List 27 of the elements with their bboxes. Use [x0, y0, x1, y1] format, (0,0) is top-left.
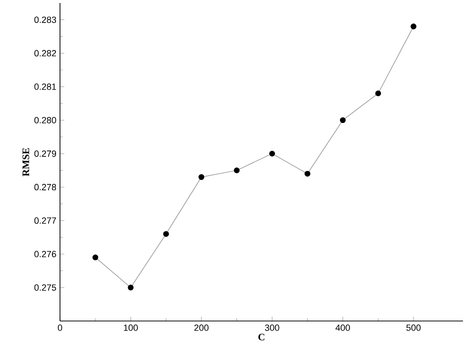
y-tick-label: 0.281	[34, 84, 56, 90]
y-tick-label: 0.278	[34, 184, 56, 190]
point	[410, 24, 416, 30]
point	[340, 117, 346, 124]
point	[269, 150, 275, 157]
x-tick-label: 200	[194, 324, 209, 331]
point	[304, 170, 310, 177]
x-axis-title: C	[258, 334, 264, 340]
x-tick-label: 400	[336, 324, 350, 331]
x-tick-label: 300	[264, 324, 280, 331]
point	[198, 174, 204, 180]
point	[375, 90, 382, 96]
x-tick-label: 500	[406, 324, 421, 331]
point	[163, 231, 169, 237]
point	[234, 167, 240, 174]
y-tick-label: 0.280	[34, 116, 56, 124]
point	[128, 284, 134, 290]
y-tick-label: 0.279	[34, 150, 56, 157]
y-tick-label: 0.282	[34, 50, 56, 56]
x-tick-label: 0	[58, 324, 62, 331]
point	[92, 254, 98, 260]
y-tick-label: 0.277	[34, 217, 56, 224]
y-tick-label: 0.275	[34, 284, 56, 291]
x-tick-label: 100	[124, 324, 138, 331]
y-axis-title: RMSE	[22, 148, 30, 176]
y-tick-label: 0.283	[34, 16, 56, 23]
y-tick-label: 0.276	[34, 250, 56, 258]
